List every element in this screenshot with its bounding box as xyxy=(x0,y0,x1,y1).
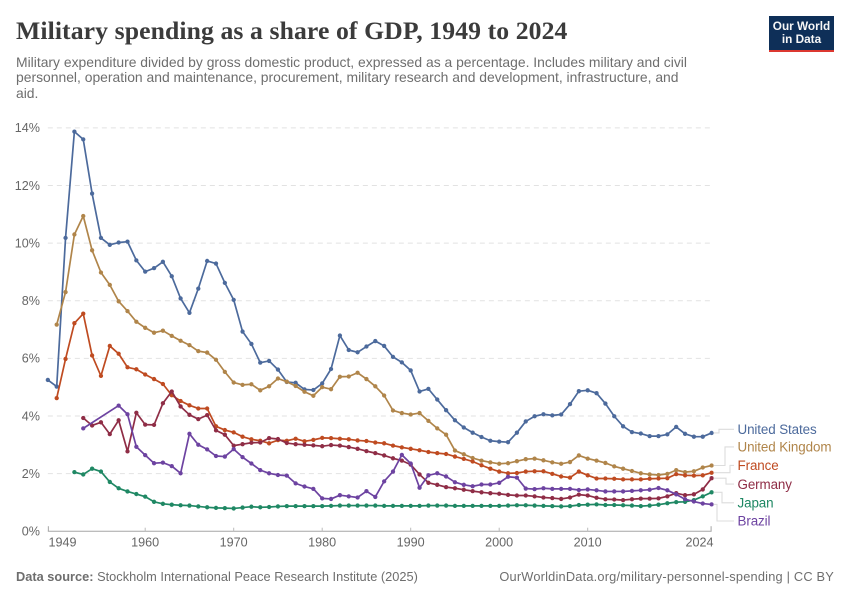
svg-text:2010: 2010 xyxy=(574,536,602,550)
svg-text:1980: 1980 xyxy=(308,536,336,550)
svg-text:Brazil: Brazil xyxy=(738,514,771,529)
svg-text:8%: 8% xyxy=(22,294,40,308)
svg-text:Germany: Germany xyxy=(738,477,793,492)
svg-text:14%: 14% xyxy=(15,121,40,135)
svg-text:2000: 2000 xyxy=(485,536,513,550)
svg-text:10%: 10% xyxy=(15,236,40,250)
svg-text:6%: 6% xyxy=(22,352,40,366)
svg-text:United Kingdom: United Kingdom xyxy=(738,440,832,455)
svg-text:0%: 0% xyxy=(22,525,40,539)
svg-text:1960: 1960 xyxy=(131,536,159,550)
svg-text:2%: 2% xyxy=(22,467,40,481)
svg-text:United States: United States xyxy=(738,422,817,437)
svg-text:1970: 1970 xyxy=(220,536,248,550)
svg-text:4%: 4% xyxy=(22,409,40,423)
svg-text:1990: 1990 xyxy=(397,536,425,550)
svg-text:2024: 2024 xyxy=(685,536,713,550)
svg-text:Japan: Japan xyxy=(738,496,774,511)
svg-text:1949: 1949 xyxy=(49,536,77,550)
svg-text:France: France xyxy=(738,458,779,473)
svg-text:12%: 12% xyxy=(15,179,40,193)
